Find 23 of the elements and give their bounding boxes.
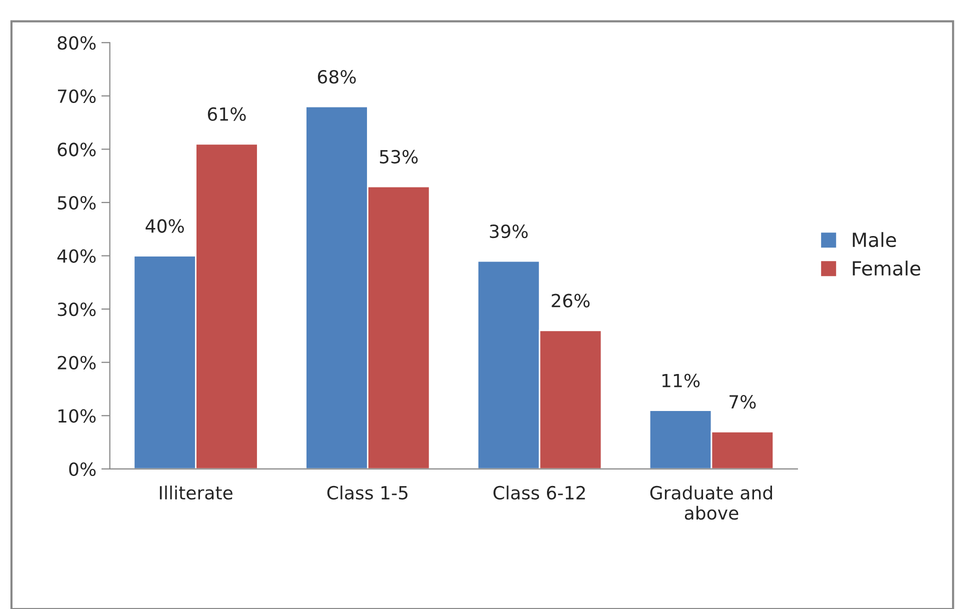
x-tick-label: Illiterate <box>160 486 232 500</box>
data-label: 39% <box>490 224 528 238</box>
legend-label: Female <box>852 260 920 276</box>
y-tick-label: 30% <box>58 302 96 316</box>
y-tick-label: 40% <box>57 249 96 263</box>
data-label: 61% <box>208 107 246 121</box>
y-tick-label: 20% <box>58 356 96 370</box>
x-tick-label: Class 6-12 <box>493 486 585 500</box>
y-tick-label: 60% <box>58 142 96 156</box>
x-tick-label: Graduate and above <box>650 486 772 520</box>
data-label: 40% <box>146 219 184 233</box>
y-tick-label: 50% <box>58 196 96 210</box>
data-label: 7% <box>730 395 756 409</box>
x-tick-label: Class 1-5 <box>327 486 408 500</box>
legend-label: Male <box>852 232 896 248</box>
y-tick-label: 70% <box>58 89 96 104</box>
data-label: 68% <box>318 70 356 84</box>
data-label: 11% <box>662 374 700 388</box>
data-label: 53% <box>380 150 418 164</box>
y-tick-label: 0% <box>69 462 96 476</box>
y-tick-label: 80% <box>58 36 96 50</box>
data-label: 26% <box>552 294 590 308</box>
y-tick-label: 10% <box>58 409 96 423</box>
